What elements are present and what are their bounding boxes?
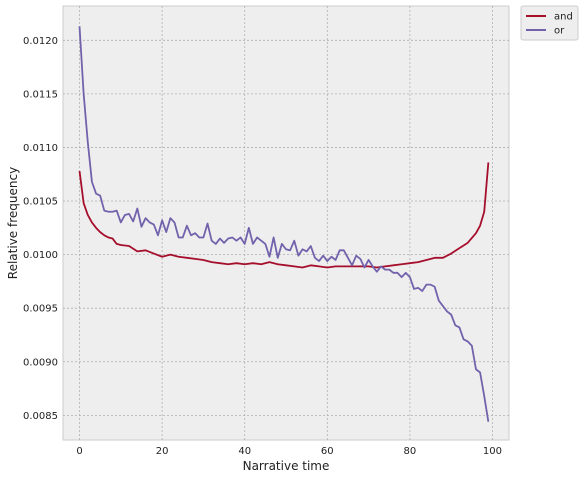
legend-label-and: and [554, 12, 573, 23]
y-tick-label: 0.0115 [23, 89, 58, 100]
legend: and or [520, 5, 579, 41]
plot-background [62, 5, 510, 441]
legend-label-or: or [554, 26, 565, 37]
series-line-and [78, 162, 490, 269]
legend-box [520, 5, 579, 41]
x-tick-label: 60 [321, 446, 334, 457]
grid [63, 6, 509, 440]
x-axis-label: Narrative time [243, 459, 330, 473]
y-tick-label: 0.0120 [23, 36, 58, 47]
x-axis: 0 20 40 60 80 100 [76, 446, 502, 457]
series-layer [78, 26, 490, 422]
y-tick-label: 0.0095 [23, 304, 58, 315]
y-tick-label: 0.0110 [23, 143, 58, 154]
y-axis: 0.0085 0.0090 0.0095 0.0100 0.0105 0.0110 0.01… [23, 36, 58, 422]
series-line-or [78, 26, 490, 422]
x-tick-label: 20 [156, 446, 169, 457]
y-tick-label: 0.0105 [23, 197, 58, 208]
x-tick-label: 80 [404, 446, 417, 457]
y-axis-label: Relative frequency [6, 167, 20, 279]
y-tick-label: 0.0090 [23, 357, 58, 368]
y-tick-label: 0.0085 [23, 411, 58, 422]
x-tick-label: 0 [76, 446, 82, 457]
y-tick-label: 0.0100 [23, 250, 58, 261]
x-tick-label: 40 [238, 446, 251, 457]
x-tick-label: 100 [483, 446, 502, 457]
